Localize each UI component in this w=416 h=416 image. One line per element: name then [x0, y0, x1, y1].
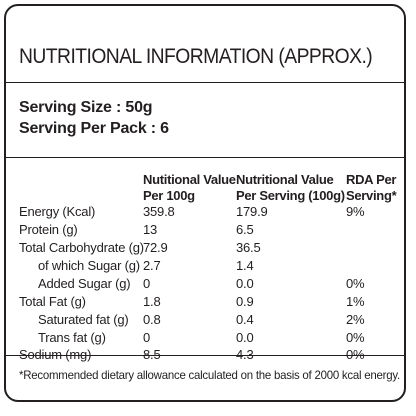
row-serving-saturated-fat: 0.4 — [236, 312, 254, 327]
footnote: *Recommended dietary allowance calculate… — [19, 368, 400, 382]
row-rda-trans-fat: 0% — [346, 330, 365, 345]
row-label-total-fat: Total Fat (g) — [19, 294, 86, 309]
row-label-total-carbohydrate: Total Carbohydrate (g) — [19, 240, 144, 255]
row-per100-total-carbohydrate: 72.9 — [143, 240, 168, 255]
row-per100-total-fat: 1.8 — [143, 294, 161, 309]
serving-size: Serving Size : 50g — [19, 99, 153, 116]
panel-title: NUTRITIONAL INFORMATION (APPROX.) — [19, 45, 373, 68]
column-header-per-100g-line1: Nutitional Value — [143, 172, 236, 187]
row-per100-energy: 359.8 — [143, 204, 175, 219]
row-label-protein: Protein (g) — [19, 222, 78, 237]
nutrition-panel: NUTRITIONAL INFORMATION (APPROX.) Servin… — [4, 4, 406, 402]
row-serving-added-sugar: 0.0 — [236, 276, 254, 291]
column-header-rda-line2: Serving* — [346, 188, 397, 203]
column-header-per-serving: Nutritional Value Per Serving (100g) — [236, 172, 345, 204]
row-serving-trans-fat: 0.0 — [236, 330, 254, 345]
serving-per-pack: Serving Per Pack : 6 — [19, 120, 169, 137]
column-header-per-serving-line2: Per Serving (100g) — [236, 188, 345, 203]
row-serving-energy: 179.9 — [236, 204, 268, 219]
nutrition-table: Nutitional Value Per 100g Nutritional Va… — [6, 158, 404, 362]
row-per100-saturated-fat: 0.8 — [143, 312, 161, 327]
column-header-per-100g: Nutitional Value Per 100g — [143, 172, 236, 204]
column-header-rda-line1: RDA Per — [346, 172, 397, 187]
row-per100-added-sugar: 0 — [143, 276, 151, 291]
column-header-per-100g-line2: Per 100g — [143, 188, 195, 203]
row-label-added-sugar: Added Sugar (g) — [38, 276, 131, 291]
row-rda-added-sugar: 0% — [346, 276, 365, 291]
row-label-sugar: of which Sugar (g) — [38, 258, 140, 273]
footnote-section: *Recommended dietary allowance calculate… — [6, 356, 404, 400]
row-serving-sodium: 4.3 — [236, 347, 254, 362]
row-serving-total-fat: 0.9 — [236, 294, 254, 309]
row-label-trans-fat: Trans fat (g) — [38, 330, 106, 345]
row-serving-protein: 6.5 — [236, 222, 254, 237]
row-label-saturated-fat: Saturated fat (g) — [38, 312, 129, 327]
row-per100-protein: 13 — [143, 222, 158, 237]
column-header-per-serving-line1: Nutritional Value — [236, 172, 334, 187]
row-serving-sugar: 1.4 — [236, 258, 254, 273]
row-per100-sodium: 8.5 — [143, 347, 161, 362]
row-per100-trans-fat: 0 — [143, 330, 151, 345]
row-rda-sodium: 0% — [346, 347, 365, 362]
row-rda-energy: 9% — [346, 204, 365, 219]
row-rda-total-fat: 1% — [346, 294, 365, 309]
column-header-rda: RDA Per Serving* — [346, 172, 397, 204]
row-rda-saturated-fat: 2% — [346, 312, 365, 327]
row-per100-sugar: 2.7 — [143, 258, 161, 273]
row-serving-total-carbohydrate: 36.5 — [236, 240, 261, 255]
title-section: NUTRITIONAL INFORMATION (APPROX.) — [6, 6, 404, 83]
serving-section: Serving Size : 50g Serving Per Pack : 6 — [6, 83, 404, 158]
row-label-energy: Energy (Kcal) — [19, 204, 96, 219]
row-label-sodium: Sodium (mg) — [19, 347, 92, 362]
